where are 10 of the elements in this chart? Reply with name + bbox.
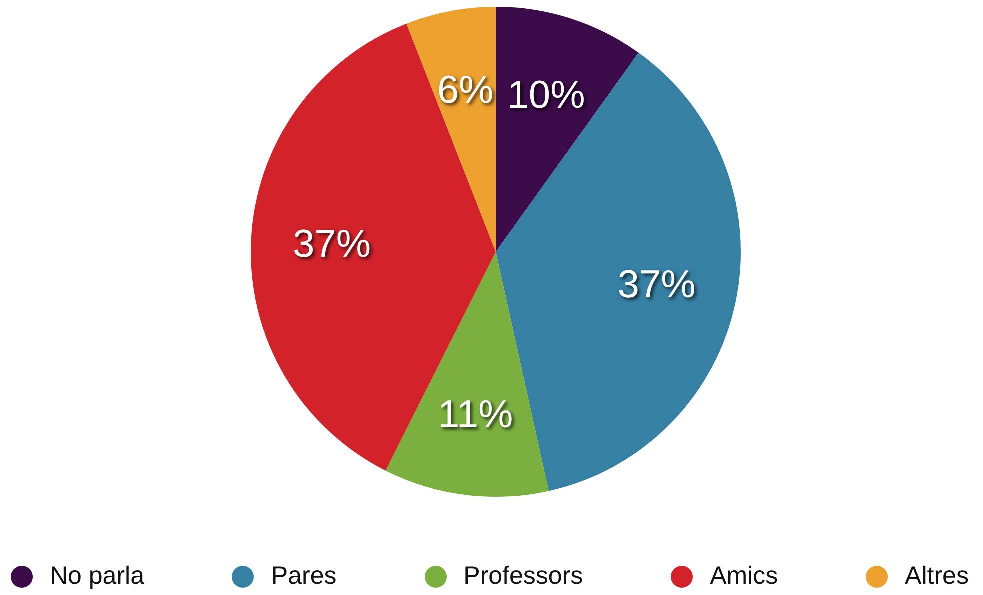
data-label: 11% — [438, 393, 514, 436]
legend-label: Altres — [905, 562, 969, 591]
data-label: 10% — [507, 74, 586, 118]
legend-label: No parla — [50, 562, 144, 591]
data-label: 37% — [618, 263, 696, 306]
data-label: 37% — [292, 222, 372, 266]
legend-label: Pares — [271, 562, 337, 591]
legend-label: Professors — [464, 562, 584, 591]
legend-label: Amics — [710, 562, 778, 591]
data-label: 6% — [437, 69, 494, 112]
